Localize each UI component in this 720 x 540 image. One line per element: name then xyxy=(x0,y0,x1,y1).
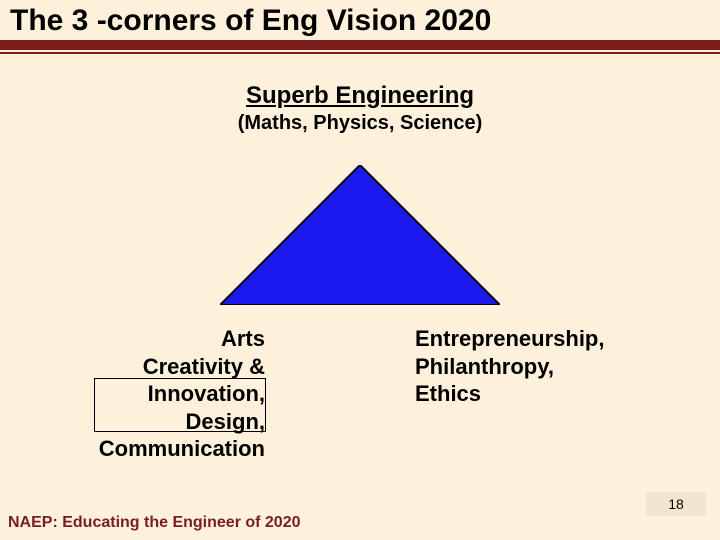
right-corner-line: Ethics xyxy=(415,380,675,408)
title-rule-thick xyxy=(0,40,720,50)
right-corner-line: Philanthropy, xyxy=(415,353,675,381)
right-corner-line: Entrepreneurship, xyxy=(415,325,675,353)
left-corner-line: Arts xyxy=(55,325,265,353)
left-corner-line: Creativity & xyxy=(55,353,265,381)
triangle-diagram xyxy=(220,165,500,305)
triangle-shape xyxy=(220,165,500,305)
left-corner-line: Communication xyxy=(55,435,265,463)
title-bar: The 3 -corners of Eng Vision 2020 xyxy=(0,0,720,40)
top-corner-subheading: (Maths, Physics, Science) xyxy=(0,112,720,135)
triangle-icon xyxy=(220,165,500,305)
top-corner: Superb Engineering (Maths, Physics, Scie… xyxy=(0,82,720,135)
left-corner-line: Design, xyxy=(55,408,265,436)
title-rule-thin xyxy=(0,52,720,54)
slide-title: The 3 -corners of Eng Vision 2020 xyxy=(10,4,710,38)
footer-text: NAEP: Educating the Engineer of 2020 xyxy=(8,514,301,532)
page-number: 18 xyxy=(668,496,684,512)
left-corner-line: Innovation, xyxy=(55,380,265,408)
left-corner: Arts Creativity & Innovation, Design, Co… xyxy=(55,325,265,463)
top-corner-heading: Superb Engineering xyxy=(0,82,720,110)
page-number-box: 18 xyxy=(646,492,706,516)
right-corner: Entrepreneurship, Philanthropy, Ethics xyxy=(415,325,675,408)
